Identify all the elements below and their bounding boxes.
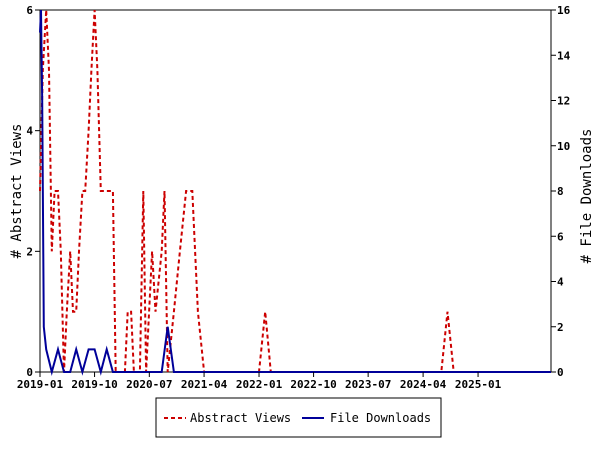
x-tick-label-8: 2025-01 — [455, 378, 502, 391]
right-tick-label-8: 16 — [557, 4, 571, 17]
right-tick-label-3: 6 — [557, 230, 564, 243]
left-tick-label-0: 0 — [26, 366, 33, 379]
left-tick-label-1: 2 — [26, 245, 33, 258]
right-tick-label-5: 10 — [557, 140, 570, 153]
right-tick-label-7: 14 — [557, 49, 571, 62]
x-tick-label-7: 2024-04 — [400, 378, 447, 391]
right-tick-label-4: 8 — [557, 185, 564, 198]
x-tick-label-6: 2023-07 — [345, 378, 391, 391]
legend: Abstract Views File Downloads — [155, 397, 442, 438]
legend-label-file-downloads: File Downloads — [330, 411, 431, 425]
left-axis-ticks: 0 2 4 6 — [26, 4, 40, 379]
right-tick-label-0: 0 — [557, 366, 564, 379]
x-tick-label-1: 2019-10 — [71, 378, 117, 391]
series-layer — [39, 9, 551, 376]
x-tick-label-5: 2022-10 — [290, 378, 336, 391]
legend-label-abstract-views: Abstract Views — [190, 411, 291, 425]
x-tick-label-3: 2021-04 — [181, 378, 228, 391]
x-tick-label-2: 2020-07 — [126, 378, 172, 391]
x-axis-ticks: 2019-01 2019-10 2020-07 2021-04 2022-01 2022-… — [17, 372, 502, 391]
right-tick-label-1: 2 — [557, 321, 564, 334]
right-axis-title: # File Downloads — [579, 129, 595, 264]
x-tick-label-0: 2019-01 — [17, 378, 64, 391]
left-tick-label-2: 4 — [26, 125, 33, 138]
x-tick-label-4: 2022-01 — [236, 378, 283, 391]
legend-box — [155, 397, 442, 438]
right-tick-label-2: 4 — [557, 276, 564, 289]
left-tick-label-3: 6 — [26, 4, 33, 17]
series-line-file-downloads — [39, 9, 551, 376]
left-axis-title: # Abstract Views — [9, 124, 25, 259]
right-tick-label-6: 12 — [557, 95, 570, 108]
right-axis-ticks: 0 2 4 6 8 10 12 14 16 — [551, 4, 571, 379]
